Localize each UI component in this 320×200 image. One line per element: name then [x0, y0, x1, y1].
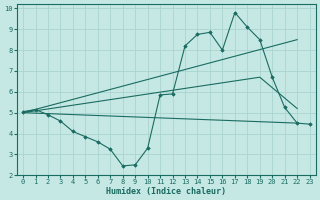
X-axis label: Humidex (Indice chaleur): Humidex (Indice chaleur): [106, 187, 226, 196]
